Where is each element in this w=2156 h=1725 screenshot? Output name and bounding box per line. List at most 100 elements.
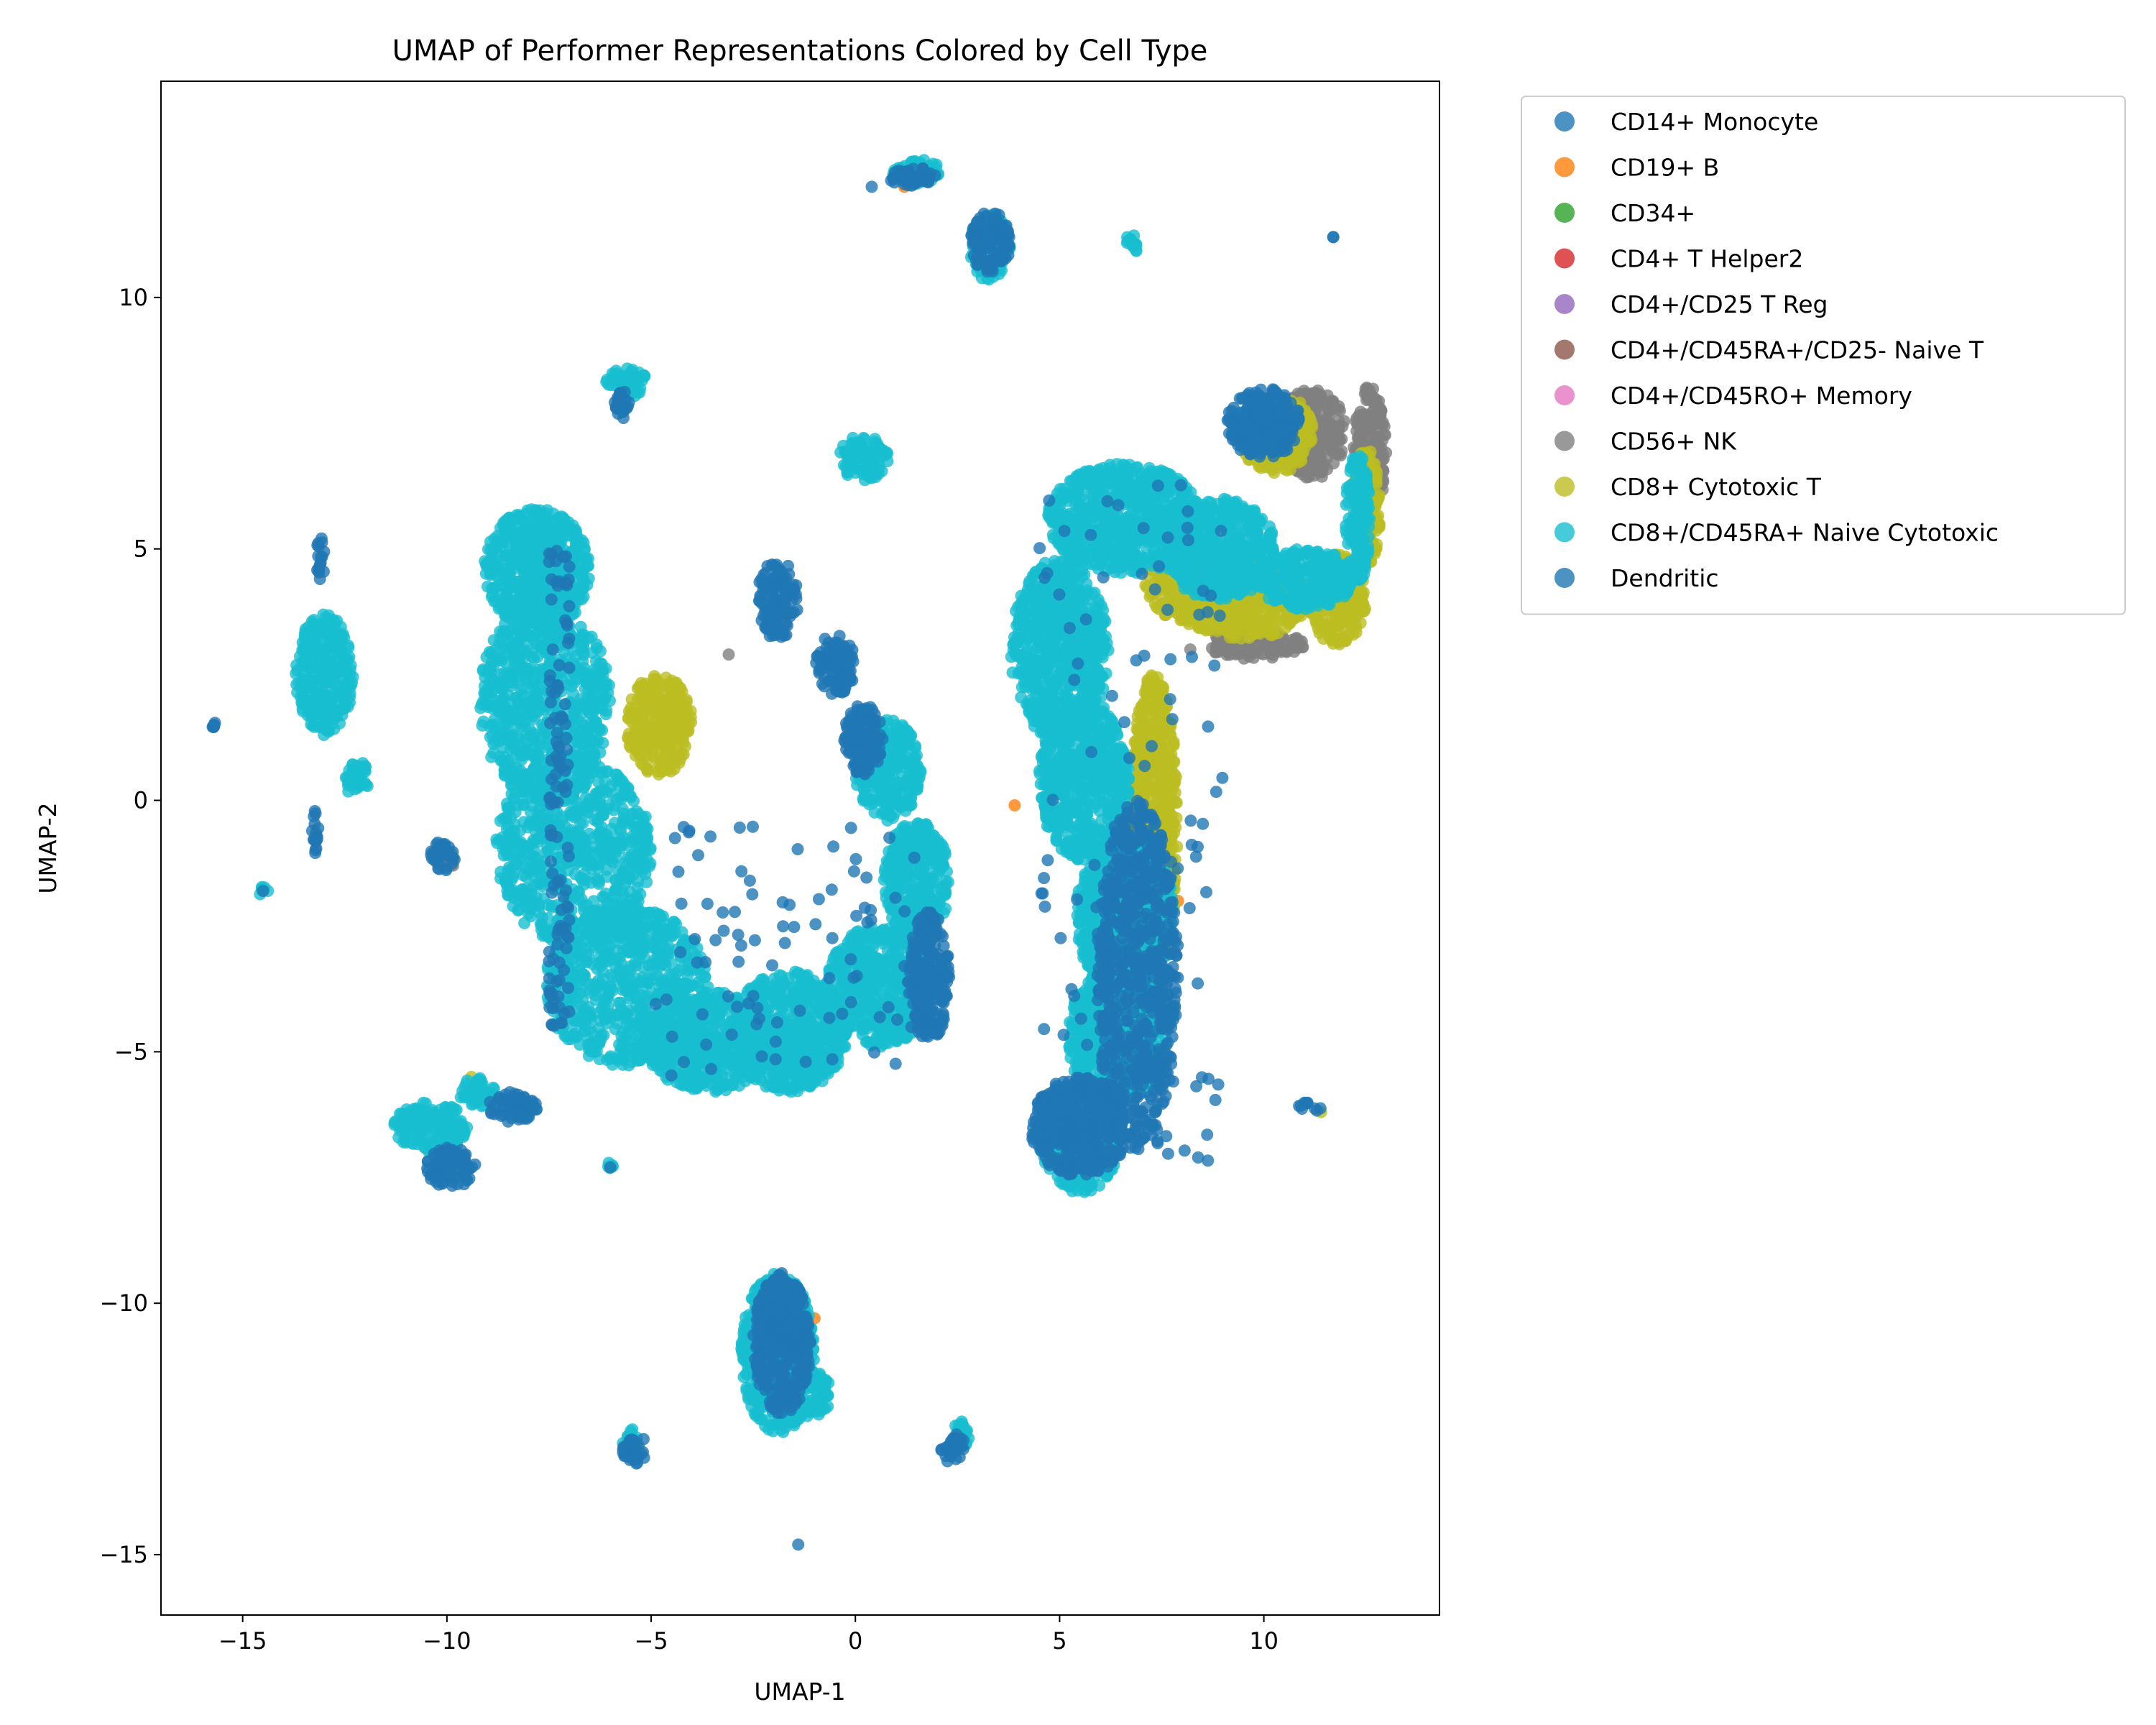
data-point xyxy=(617,866,629,878)
data-point xyxy=(1312,400,1325,412)
data-point xyxy=(723,648,735,661)
data-point xyxy=(577,667,589,679)
data-point xyxy=(497,676,509,689)
data-point xyxy=(576,850,588,862)
data-point xyxy=(1358,586,1370,599)
data-point xyxy=(485,647,497,659)
data-point xyxy=(1278,614,1290,626)
data-point xyxy=(1311,612,1323,625)
data-point xyxy=(494,625,506,638)
data-point xyxy=(509,653,521,666)
data-point xyxy=(612,773,625,786)
data-point xyxy=(518,917,530,929)
data-point xyxy=(1365,431,1378,443)
data-point xyxy=(520,610,532,622)
data-point xyxy=(1163,806,1175,818)
data-point xyxy=(625,735,637,748)
series-cd8-cd45ra-naive-cytotoxic xyxy=(254,154,1376,1460)
data-point xyxy=(1153,689,1166,702)
data-point xyxy=(570,809,582,822)
data-point xyxy=(1318,420,1330,432)
data-point xyxy=(644,730,656,742)
data-point xyxy=(590,857,602,870)
chart-title: UMAP of Performer Representations Colore… xyxy=(392,34,1208,68)
data-point xyxy=(654,755,666,767)
data-point xyxy=(600,704,612,717)
data-point xyxy=(588,895,600,907)
data-point xyxy=(1335,449,1347,461)
data-point xyxy=(626,855,638,867)
data-point xyxy=(1292,642,1304,654)
data-point xyxy=(1268,466,1280,479)
data-point xyxy=(1142,778,1154,790)
data-point xyxy=(675,718,687,730)
data-point xyxy=(477,663,489,676)
data-point xyxy=(637,811,649,824)
data-point xyxy=(665,704,678,717)
data-point xyxy=(513,527,525,539)
data-point xyxy=(541,814,553,827)
data-point xyxy=(1258,640,1270,653)
data-point xyxy=(1350,425,1363,437)
data-point xyxy=(520,674,532,686)
data-point xyxy=(576,874,589,886)
data-point xyxy=(498,581,510,593)
data-point xyxy=(520,564,532,576)
data-point xyxy=(514,541,526,553)
data-point xyxy=(657,730,669,742)
data-point xyxy=(505,668,517,680)
data-point xyxy=(1308,453,1320,465)
data-point xyxy=(1355,406,1367,418)
data-point xyxy=(521,663,533,675)
data-point xyxy=(507,631,520,643)
data-point xyxy=(508,557,520,569)
data-point xyxy=(1327,630,1339,643)
data-point xyxy=(584,799,596,811)
data-point xyxy=(1146,669,1158,681)
data-point xyxy=(581,579,593,591)
data-point xyxy=(596,832,608,844)
data-point xyxy=(541,504,553,516)
data-point xyxy=(593,878,605,890)
data-point xyxy=(630,722,642,735)
data-point xyxy=(609,884,622,896)
data-point xyxy=(501,838,513,850)
data-point xyxy=(627,795,640,807)
data-point xyxy=(520,691,533,703)
data-point xyxy=(532,620,544,632)
data-point xyxy=(528,596,540,608)
data-point xyxy=(545,531,557,543)
data-point xyxy=(530,691,543,704)
data-point xyxy=(558,513,570,525)
data-point xyxy=(497,642,509,654)
data-point xyxy=(1266,651,1279,663)
data-point xyxy=(586,765,599,778)
data-point xyxy=(497,691,510,704)
data-point xyxy=(1362,417,1374,429)
data-point xyxy=(577,737,589,749)
data-point xyxy=(1245,620,1258,632)
data-point xyxy=(599,776,611,788)
data-point xyxy=(508,609,520,621)
data-point xyxy=(578,837,590,849)
data-point xyxy=(546,627,558,640)
data-point xyxy=(532,833,544,845)
data-point xyxy=(640,826,652,838)
data-point xyxy=(493,548,505,561)
data-point xyxy=(515,844,528,856)
data-point xyxy=(532,664,544,676)
data-point xyxy=(499,765,511,777)
data-point xyxy=(609,799,621,811)
data-point xyxy=(1325,395,1337,408)
data-point xyxy=(640,845,652,857)
data-point xyxy=(671,676,683,689)
data-point xyxy=(484,566,496,578)
data-point xyxy=(484,731,497,743)
data-point xyxy=(601,850,613,862)
data-point xyxy=(591,638,603,650)
data-point xyxy=(594,722,606,735)
data-point xyxy=(528,851,540,863)
data-point xyxy=(642,763,654,776)
data-point xyxy=(476,699,488,711)
data-point xyxy=(504,803,516,815)
